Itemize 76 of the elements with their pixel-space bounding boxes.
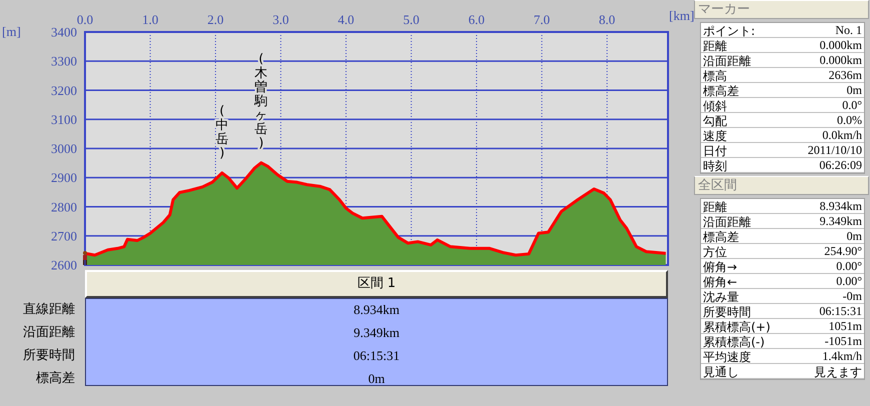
text: 0.000km [820, 53, 862, 67]
text: 8.934km [820, 199, 862, 213]
text: 0.00° [836, 259, 862, 273]
text: 06:15:31 [352, 347, 401, 365]
text: 標高 [703, 68, 727, 83]
text: 距離 [703, 38, 727, 53]
text: 勾配 [703, 113, 727, 128]
text: 254.90° [824, 244, 862, 258]
y-tick-label: 3000 [51, 141, 77, 156]
text: 0.0° [842, 98, 862, 112]
text: 沈み量 [703, 289, 739, 304]
text: 見えます [814, 364, 862, 379]
text: 俯角→ [703, 259, 738, 274]
text: 沿面距離 [23, 324, 75, 342]
text: 9.349km [820, 214, 862, 228]
text: 直線距離 [23, 301, 75, 319]
y-tick-label: 2600 [51, 258, 77, 273]
text: 所要時間 [703, 304, 751, 319]
x-axis-title: [km] [669, 8, 694, 24]
text: 0m [846, 83, 862, 97]
x-tick-label: 6.0 [468, 12, 485, 27]
text: -0m [842, 289, 862, 303]
y-tick-label: 3300 [51, 54, 77, 69]
text: 9.349km [352, 324, 400, 342]
y-tick-label: 2700 [51, 228, 77, 244]
text: 傾斜 [703, 98, 727, 113]
text: 標高差 [36, 370, 75, 388]
text: 8.934km [352, 301, 400, 319]
text: 所要時間 [23, 347, 75, 365]
text: 0.0km/h [822, 128, 862, 142]
text: 累積標高(-) [703, 334, 765, 349]
text: 標高差 [703, 229, 739, 244]
x-tick-label: 0.0 [76, 12, 94, 27]
y-tick-label: 3100 [51, 112, 77, 127]
y-tick-label: 3200 [51, 82, 77, 98]
text: 日付 [703, 143, 727, 158]
text: 方位 [703, 244, 727, 259]
text: 1.4km/h [822, 349, 862, 363]
text: 2636m [828, 68, 862, 82]
y-tick-label: 2900 [51, 170, 77, 186]
text: 06:26:09 [819, 158, 862, 172]
x-tick-label: 2.0 [207, 12, 224, 27]
text: ポイント: [703, 23, 756, 38]
x-tick-label: 4.0 [338, 12, 354, 27]
x-tick-label: 3.0 [272, 12, 289, 27]
text: 沿面距離 [703, 214, 751, 229]
x-tick-label: 1.0 [142, 12, 158, 27]
text: 0.00° [836, 274, 862, 288]
text: 速度 [703, 128, 727, 143]
text: 1051m [828, 319, 862, 333]
y-tick-label: 3400 [51, 24, 77, 40]
text: 沿面距離 [703, 53, 751, 68]
y-axis-title: [m] [2, 24, 21, 40]
y-tick-label: 2800 [51, 199, 77, 214]
text: 平均速度 [703, 349, 751, 364]
text: 見通し [703, 364, 739, 379]
text: 俯角← [703, 274, 738, 289]
text: 累積標高(+) [703, 319, 770, 334]
text: マーカー [694, 0, 869, 19]
text: -1051m [824, 334, 862, 348]
text: 0.000km [820, 38, 862, 52]
text: 0m [846, 229, 862, 243]
text: 全区間 [694, 176, 869, 195]
text: 区間 1 [85, 270, 668, 298]
x-tick-label: 7.0 [534, 12, 550, 27]
text: 06:15:31 [819, 304, 862, 318]
text: No. 1 [835, 23, 862, 37]
text: 0m [367, 370, 386, 388]
text: 0.0% [837, 113, 862, 127]
text: 距離 [703, 199, 727, 214]
text: 2011/10/10 [808, 143, 862, 157]
annotation: (中岳) [216, 104, 229, 161]
text: 時刻 [703, 158, 727, 173]
x-tick-label: 5.0 [403, 12, 420, 27]
text: 標高差 [703, 83, 739, 98]
x-tick-label: 8.0 [598, 12, 616, 27]
